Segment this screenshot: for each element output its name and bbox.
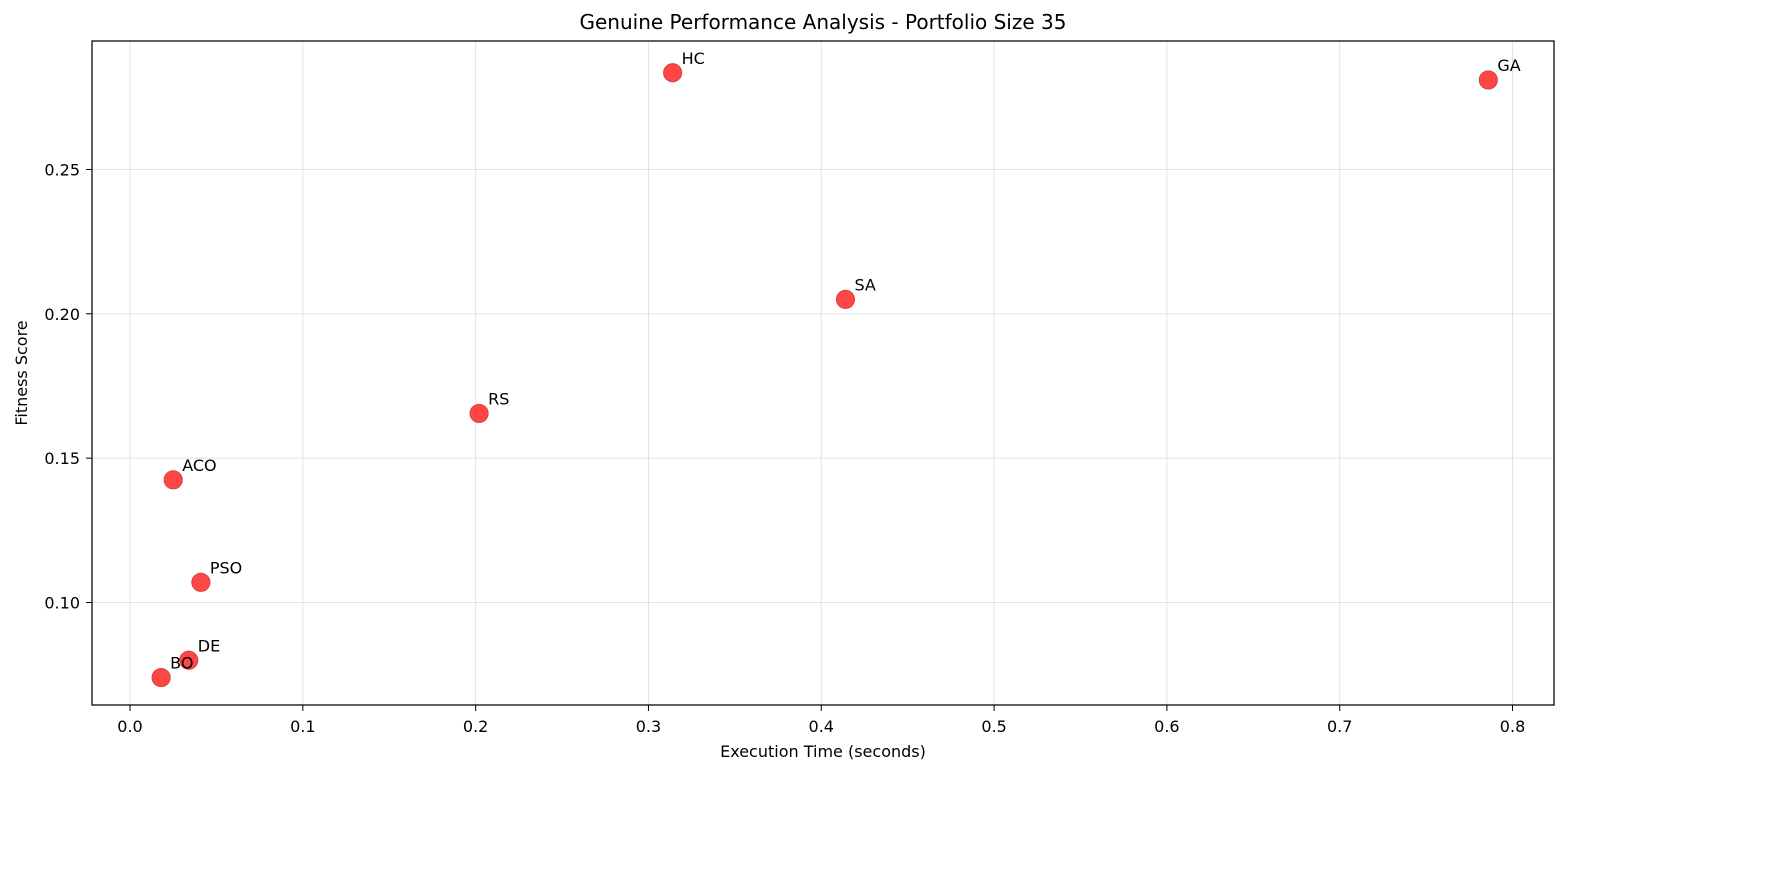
chart-container: 0.0 0.1 0.2 0.3 0.4 0.5 0.6 0.7 0.8 0.10 0.15 0.20 0… (12, 10, 1555, 761)
point-label-aco: ACO (182, 456, 216, 475)
y-tick-label: 0.15 (44, 449, 80, 468)
data-point-bo (151, 667, 171, 688)
x-tick-label: 0.8 (1500, 717, 1525, 736)
data-point-de (179, 650, 199, 670)
x-tick-label: 0.3 (636, 717, 661, 736)
y-tick-label: 0.25 (44, 160, 80, 179)
grid-layer (92, 41, 1554, 705)
axis-layer: 0.0 0.1 0.2 0.3 0.4 0.5 0.6 0.7 0.8 0.10 0.15 0.20 0… (44, 40, 1555, 736)
data-point-pso (191, 572, 211, 592)
x-tick-label: 0.1 (290, 717, 315, 736)
x-tick-label: 0.2 (463, 717, 488, 736)
point-label-sa: SA (854, 275, 875, 294)
plot-frame (91, 40, 1555, 706)
point-label-pso: PSO (210, 558, 242, 577)
point-label-bo: BO (170, 654, 193, 673)
point-label-hc: HC (682, 49, 705, 68)
x-tick-label: 0.7 (1327, 717, 1352, 736)
x-tick-label: 0.4 (809, 717, 834, 736)
point-label-ga: GA (1497, 56, 1520, 75)
chart-title: Genuine Performance Analysis - Portfolio… (580, 10, 1067, 34)
data-point-aco (163, 470, 183, 490)
point-label-rs: RS (488, 389, 509, 408)
data-point-hc (663, 63, 683, 83)
y-axis-label: Fitness Score (12, 320, 31, 425)
labels-layer: HC GA SA RS ACO PSO DE BO (170, 49, 1521, 673)
x-axis-label: Execution Time (seconds) (720, 742, 926, 761)
x-tick-label: 0.5 (981, 717, 1006, 736)
points-layer (151, 63, 1498, 688)
x-tick-label: 0.0 (117, 717, 142, 736)
data-point-sa (835, 289, 856, 309)
data-point-rs (469, 403, 489, 424)
point-label-de: DE (198, 636, 220, 655)
x-tick-label: 0.6 (1154, 717, 1179, 736)
y-tick-label: 0.20 (44, 305, 80, 324)
y-tick-label: 0.10 (44, 594, 80, 613)
data-point-ga (1478, 70, 1498, 90)
scatter-chart: 0.0 0.1 0.2 0.3 0.4 0.5 0.6 0.7 0.8 0.10 0.15 0.20 0… (12, 10, 1555, 761)
